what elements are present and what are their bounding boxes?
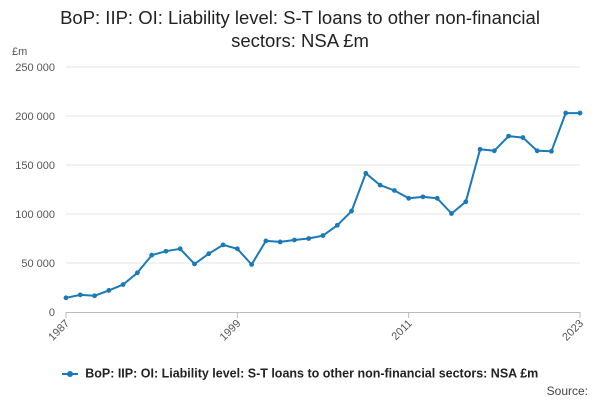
data-point xyxy=(463,199,469,205)
data-point xyxy=(120,282,126,287)
data-point xyxy=(391,188,397,193)
data-point xyxy=(234,246,240,252)
data-point xyxy=(420,194,426,200)
series-line xyxy=(65,112,580,299)
data-point xyxy=(363,170,369,176)
y-tick-label: 150 000 xyxy=(15,160,55,172)
data-point xyxy=(434,195,440,201)
legend-series-label: BoP: IIP: OI: Liability level: S-T loans… xyxy=(85,366,539,381)
y-tick-label: 100 000 xyxy=(15,209,55,221)
data-point xyxy=(106,288,112,293)
data-point xyxy=(534,148,540,154)
grid-layer xyxy=(66,66,580,264)
data-point xyxy=(449,211,454,216)
data-point xyxy=(63,295,69,301)
data-point xyxy=(249,262,255,267)
data-point xyxy=(477,146,483,152)
series-layer xyxy=(63,110,583,301)
x-tick-label: 1999 xyxy=(218,318,244,344)
data-point xyxy=(520,135,526,140)
data-point xyxy=(563,110,569,116)
axis-layer: 0 50 000 100 000 150 000 200 000 250 000 1987 1… xyxy=(15,62,586,343)
data-point xyxy=(549,148,554,154)
data-point xyxy=(163,248,169,254)
data-point xyxy=(292,237,297,243)
chart-title-line-2: sectors: NSA £m xyxy=(231,30,369,51)
y-tick-label: 0 xyxy=(49,307,55,319)
y-axis-unit-label: £m xyxy=(12,46,28,58)
data-point xyxy=(77,292,83,298)
data-point xyxy=(177,246,183,252)
x-tick-label: 2023 xyxy=(560,318,586,344)
x-tick-label: 1987 xyxy=(46,318,72,344)
data-point xyxy=(506,133,512,139)
data-point xyxy=(134,270,140,276)
chart-title: BoP: IIP: OI: Liability level: S-T loans… xyxy=(0,6,600,52)
data-point xyxy=(320,233,326,238)
data-point xyxy=(406,195,412,201)
data-point xyxy=(277,239,283,245)
chart-title-line-1: BoP: IIP: OI: Liability level: S-T loans… xyxy=(60,7,540,28)
source-label: Source: xyxy=(546,384,588,398)
data-point xyxy=(192,261,197,267)
data-point xyxy=(92,293,97,299)
data-point xyxy=(149,252,155,258)
legend: BoP: IIP: OI: Liability level: S-T loans… xyxy=(0,366,600,381)
data-point xyxy=(220,242,226,248)
data-point xyxy=(334,222,340,228)
x-tick-label: 2011 xyxy=(390,318,415,343)
data-point xyxy=(491,148,497,154)
data-point xyxy=(577,110,583,116)
y-tick-label: 200 000 xyxy=(15,111,55,123)
y-tick-label: 250 000 xyxy=(15,62,55,74)
data-point xyxy=(349,208,354,214)
data-point xyxy=(306,236,312,241)
data-point xyxy=(263,238,269,244)
y-tick-label: 50 000 xyxy=(21,258,55,270)
legend-swatch xyxy=(61,368,78,380)
data-point xyxy=(206,251,212,257)
data-point xyxy=(377,182,383,188)
